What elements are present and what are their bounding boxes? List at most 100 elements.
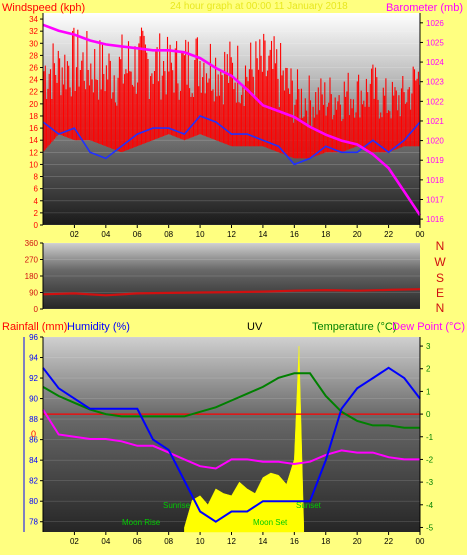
hour-tick-label: 08 — [164, 537, 173, 546]
temp-tick-label: -4 — [426, 501, 434, 510]
temp-tick-label: -5 — [426, 523, 434, 532]
uv-area — [184, 346, 305, 533]
baro-tick-label: 1026 — [426, 19, 444, 28]
hour-tick-label: 04 — [101, 230, 110, 239]
humidity-tick-label: 94 — [29, 354, 38, 363]
humidity-tick-label: 82 — [29, 477, 38, 486]
wind-tick-label: 12 — [29, 148, 38, 157]
hour-tick-label: 08 — [164, 230, 173, 239]
wind-tick-label: 14 — [29, 136, 38, 145]
barometer-series-line — [42, 23, 422, 216]
hour-tick-label: 10 — [196, 537, 205, 546]
humidity-axis-title: Humidity (%) — [67, 321, 130, 333]
baro-tick-label: 1018 — [426, 176, 444, 185]
hour-tick-label: 10 — [196, 230, 205, 239]
barometer-axis-title: Barometer (mb) — [386, 2, 463, 14]
direction-tick-label: 0 — [34, 305, 39, 314]
dir-letter-n-top: N — [436, 239, 445, 253]
temp-tick-label: 1 — [426, 387, 431, 396]
hour-tick-label: 02 — [70, 230, 79, 239]
hour-tick-label: 12 — [227, 230, 236, 239]
temperature-axis-title: Temperature (°C) — [312, 321, 396, 333]
direction-tick-label: 270 — [25, 256, 39, 265]
wind-tick-label: 0 — [34, 221, 39, 230]
baro-tick-label: 1022 — [426, 97, 444, 106]
rain-zero-label: 0 — [31, 429, 36, 439]
sunset-marker: Sunset — [296, 501, 322, 510]
dir-letter-n-bottom: N — [436, 301, 445, 315]
dir-letter-w: W — [434, 255, 446, 269]
wind-tick-label: 16 — [29, 124, 38, 133]
baro-tick-label: 1017 — [426, 195, 444, 204]
baro-tick-label: 1016 — [426, 215, 444, 224]
hour-tick-label: 20 — [353, 537, 362, 546]
temp-tick-label: -3 — [426, 478, 434, 487]
direction-tick-label: 180 — [25, 272, 39, 281]
rainfall-axis-title: Rainfall (mm) — [2, 321, 67, 333]
wind-tick-label: 6 — [34, 185, 39, 194]
dir-letter-s: S — [436, 271, 444, 285]
hour-tick-label: 12 — [227, 537, 236, 546]
baro-tick-label: 1020 — [426, 137, 444, 146]
hour-tick-label: 22 — [384, 537, 393, 546]
hour-tick-label: 02 — [70, 537, 79, 546]
wind-tick-label: 4 — [34, 197, 39, 206]
hour-tick-label: 14 — [258, 230, 267, 239]
hour-tick-label: 00 — [416, 537, 425, 546]
temperature-series-line — [42, 372, 420, 429]
sunrise-marker: Sunrise — [163, 501, 191, 510]
humidity-tick-label: 80 — [29, 497, 38, 506]
humidity-tick-label: 78 — [29, 518, 38, 527]
hour-tick-label: 06 — [133, 537, 142, 546]
wind-tick-label: 22 — [29, 88, 38, 97]
direction-plot-area — [43, 243, 420, 309]
direction-tick-label: 90 — [29, 289, 38, 298]
direction-series-line — [42, 288, 421, 297]
hour-tick-label: 04 — [101, 537, 110, 546]
wind-tick-label: 2 — [34, 209, 39, 218]
humidity-tick-label: 86 — [29, 436, 38, 445]
humidity-tick-label: 84 — [29, 456, 38, 465]
hour-tick-label: 22 — [384, 230, 393, 239]
wind-tick-label: 30 — [29, 39, 38, 48]
windspeed-axis-title: Windspeed (kph) — [2, 2, 85, 14]
wind-tick-label: 34 — [29, 15, 38, 24]
dewpoint-series-line — [42, 409, 420, 470]
windspeed-series-line — [42, 115, 421, 166]
hour-tick-label: 16 — [290, 537, 299, 546]
baro-tick-label: 1023 — [426, 78, 444, 87]
wind-tick-label: 18 — [29, 112, 38, 121]
hour-tick-label: 20 — [353, 230, 362, 239]
wind-tick-label: 28 — [29, 51, 38, 60]
graph-title: 24 hour graph at 00:00 11 January 2018 — [170, 1, 348, 12]
wind-tick-label: 20 — [29, 100, 38, 109]
hour-tick-label: 00 — [416, 230, 425, 239]
baro-tick-label: 1024 — [426, 58, 444, 67]
wind-tick-label: 10 — [29, 160, 38, 169]
baro-tick-label: 1025 — [426, 38, 444, 47]
hour-tick-label: 18 — [321, 537, 330, 546]
hour-tick-label: 16 — [290, 230, 299, 239]
wind-tick-label: 26 — [29, 64, 38, 73]
humidity-tick-label: 90 — [29, 395, 38, 404]
moonrise-marker: Moon Rise — [122, 518, 161, 527]
humidity-tick-label: 88 — [29, 415, 38, 424]
temp-tick-label: 2 — [426, 365, 431, 374]
temp-tick-label: 3 — [426, 342, 431, 351]
baro-tick-label: 1019 — [426, 156, 444, 165]
temp-tick-label: -2 — [426, 455, 434, 464]
temp-tick-label: 0 — [426, 410, 431, 419]
hour-tick-label: 18 — [321, 230, 330, 239]
wind-tick-label: 24 — [29, 76, 38, 85]
dewpoint-axis-title: Dew Point (°C) — [392, 321, 465, 333]
temp-tick-label: -1 — [426, 433, 434, 442]
wind-tick-label: 32 — [29, 27, 38, 36]
humidity-tick-label: 96 — [29, 333, 38, 342]
hour-tick-label: 14 — [258, 537, 267, 546]
direction-letters: N W S E N — [434, 239, 446, 315]
wind-tick-label: 8 — [34, 173, 39, 182]
moonset-marker: Moon Set — [253, 518, 288, 527]
humidity-tick-label: 92 — [29, 374, 38, 383]
